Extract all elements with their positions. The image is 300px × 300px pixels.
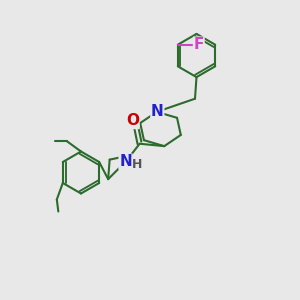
Text: F: F [194, 37, 204, 52]
Text: O: O [126, 113, 139, 128]
Text: N: N [119, 154, 132, 169]
Text: H: H [132, 158, 143, 171]
Text: N: N [151, 104, 164, 119]
